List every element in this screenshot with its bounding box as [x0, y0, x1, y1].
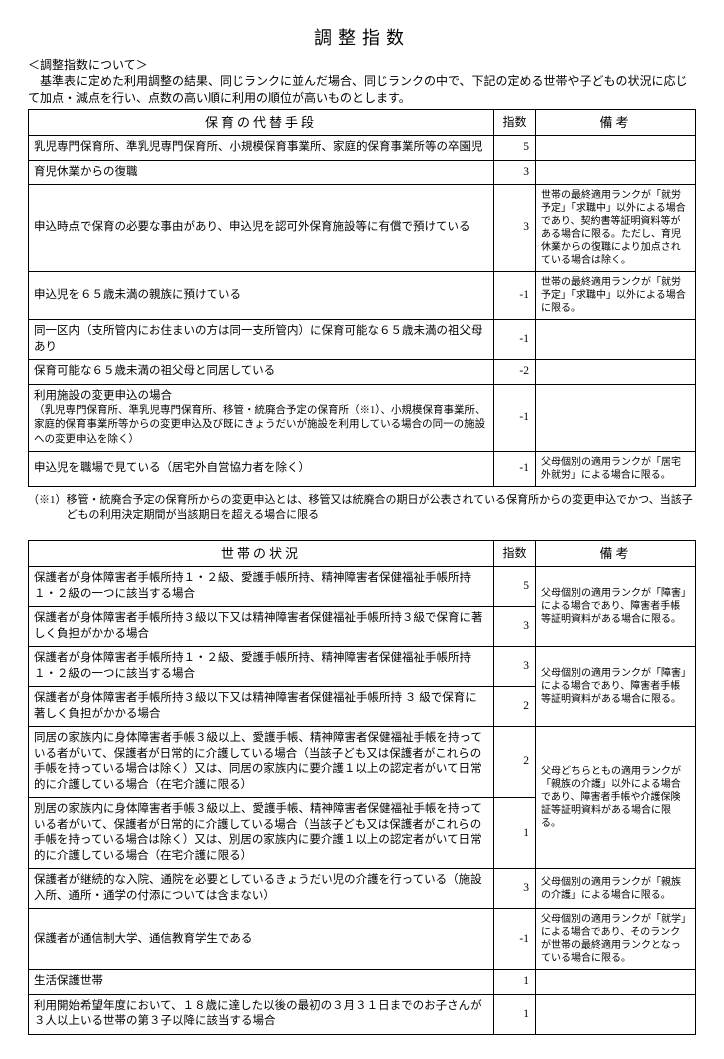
table-row: 申込児を職場で見ている（居宅外自営協力者を除く）-1父母個別の適用ランクが「居宅…: [29, 451, 696, 486]
table-row: 乳児専門保育所、準乳児専門保育所、小規模保育事業所、家庭的保育事業所等の卒園児5: [29, 136, 696, 161]
row-desc: 生活保護世帯: [29, 970, 494, 995]
row-desc: 申込時点で保育の必要な事由があり、申込児を認可外保育施設等に有償で預けている: [29, 185, 494, 272]
row-desc: 保護者が継続的な入院、通院を必要としているきょうだい児の介護を行っている（施設入…: [29, 869, 494, 909]
table-row: 利用施設の変更申込の場合（乳児専門保育所、準乳児専門保育所、移管・統廃合予定の保…: [29, 384, 696, 451]
row-note: [536, 160, 696, 185]
row-index: -1: [494, 320, 536, 360]
t1-head-num: 指数: [494, 109, 536, 136]
row-desc: 保護者が身体障害者手帳所持１・２級、愛護手帳所持、精神障害者保健福祉手帳所持１・…: [29, 567, 494, 607]
row-note: 父母個別の適用ランクが「障害」による場合であり、障害者手帳等証明資料がある場合に…: [536, 567, 696, 647]
row-index: -1: [494, 451, 536, 486]
row-index: -1: [494, 272, 536, 320]
row-desc: 申込児を６５歳未満の親族に預けている: [29, 272, 494, 320]
row-note: [536, 136, 696, 161]
row-note: 父母個別の適用ランクが「就学」による場合であり、そのランクが世帯の最終適用ランク…: [536, 909, 696, 970]
t2-head-note: 備考: [536, 540, 696, 567]
table-row: 利用開始希望年度において、１８歳に達した以後の最初の３月３１日までのお子さんが３…: [29, 994, 696, 1034]
row-index: 1: [494, 994, 536, 1034]
table-row: 保育可能な６５歳未満の祖父母と同居している-2: [29, 360, 696, 385]
row-note: [536, 994, 696, 1034]
row-desc: 同一区内（支所管内にお住まいの方は同一支所管内）に保育可能な６５歳未満の祖父母あ…: [29, 320, 494, 360]
t1-head-note: 備考: [536, 109, 696, 136]
row-note: [536, 360, 696, 385]
row-desc: 乳児専門保育所、準乳児専門保育所、小規模保育事業所、家庭的保育事業所等の卒園児: [29, 136, 494, 161]
row-desc: 利用開始希望年度において、１８歳に達した以後の最初の３月３１日までのお子さんが３…: [29, 994, 494, 1034]
row-index: -1: [494, 909, 536, 970]
row-note: 父母個別の適用ランクが「障害」による場合であり、障害者手帳等証明資料がある場合に…: [536, 647, 696, 727]
row-note: 父母個別の適用ランクが「居宅外就労」による場合に限る。: [536, 451, 696, 486]
row-index: 2: [494, 687, 536, 727]
footnote-1: （※1）移管・統廃合予定の保育所からの変更申込とは、移管又は統廃合の期日が公表さ…: [28, 493, 696, 524]
table-household: 世帯の状況 指数 備考 保護者が身体障害者手帳所持１・２級、愛護手帳所持、精神障…: [28, 540, 696, 1035]
row-index: 1: [494, 970, 536, 995]
table-row: 同居の家族内に身体障害者手帳３級以上、愛護手帳、精神障害者保健福祉手帳を持ってい…: [29, 727, 696, 798]
intro-body: 基準表に定めた利用調整の結果、同じランクに並んだ場合、同じランクの中で、下記の定…: [28, 73, 696, 107]
row-note: 父母どちらともの適用ランクが「親族の介護」以外による場合であり、障害者手帳や介護…: [536, 727, 696, 869]
row-note: [536, 320, 696, 360]
row-desc: 保護者が身体障害者手帳所持１・２級、愛護手帳所持、精神障害者保健福祉手帳所持１・…: [29, 647, 494, 687]
t2-head-num: 指数: [494, 540, 536, 567]
row-note: 父母個別の適用ランクが「親族の介護」による場合に限る。: [536, 869, 696, 909]
row-index: 3: [494, 647, 536, 687]
row-index: 5: [494, 136, 536, 161]
table-alternative-care: 保育の代替手段 指数 備考 乳児専門保育所、準乳児専門保育所、小規模保育事業所、…: [28, 109, 696, 487]
table-row: 保護者が継続的な入院、通院を必要としているきょうだい児の介護を行っている（施設入…: [29, 869, 696, 909]
row-index: 5: [494, 567, 536, 607]
row-desc: 保護者が通信制大学、通信教育学生である: [29, 909, 494, 970]
t1-head-desc: 保育の代替手段: [29, 109, 494, 136]
row-desc: 別居の家族内に身体障害者手帳３級以上、愛護手帳、精神障害者保健福祉手帳を持ってい…: [29, 798, 494, 869]
table-row: 保護者が身体障害者手帳所持１・２級、愛護手帳所持、精神障害者保健福祉手帳所持１・…: [29, 647, 696, 687]
table-row: 申込時点で保育の必要な事由があり、申込児を認可外保育施設等に有償で預けている3世…: [29, 185, 696, 272]
table-row: 保護者が通信制大学、通信教育学生である-1父母個別の適用ランクが「就学」による場…: [29, 909, 696, 970]
row-index: 3: [494, 160, 536, 185]
row-desc: 保護者が身体障害者手帳所持３級以下又は精神障害者保健福祉手帳所持３級で保育に著し…: [29, 607, 494, 647]
row-desc: 保護者が身体障害者手帳所持３級以下又は精神障害者保健福祉手帳所持 ３ 級で保育に…: [29, 687, 494, 727]
intro-heading: ＜調整指数について＞: [28, 56, 696, 73]
row-desc: 育児休業からの復職: [29, 160, 494, 185]
page-title: 調整指数: [28, 24, 696, 50]
row-desc: 保育可能な６５歳未満の祖父母と同居している: [29, 360, 494, 385]
row-index: 3: [494, 185, 536, 272]
row-desc: 利用施設の変更申込の場合（乳児専門保育所、準乳児専門保育所、移管・統廃合予定の保…: [29, 384, 494, 451]
table-row: 保護者が身体障害者手帳所持１・２級、愛護手帳所持、精神障害者保健福祉手帳所持１・…: [29, 567, 696, 607]
row-index: 3: [494, 869, 536, 909]
table-row: 育児休業からの復職3: [29, 160, 696, 185]
table-row: 同一区内（支所管内にお住まいの方は同一支所管内）に保育可能な６５歳未満の祖父母あ…: [29, 320, 696, 360]
t2-head-desc: 世帯の状況: [29, 540, 494, 567]
row-note: [536, 384, 696, 451]
table-row: 申込児を６５歳未満の親族に預けている-1世帯の最終適用ランクが「就労予定」「求職…: [29, 272, 696, 320]
row-index: 1: [494, 798, 536, 869]
row-index: 2: [494, 727, 536, 798]
row-note: 世帯の最終適用ランクが「就労予定」「求職中」以外による場合に限る。: [536, 272, 696, 320]
table-row: 生活保護世帯1: [29, 970, 696, 995]
row-index: -2: [494, 360, 536, 385]
row-index: 3: [494, 607, 536, 647]
row-note: 世帯の最終適用ランクが「就労予定」「求職中」以外による場合であり、契約書等証明資…: [536, 185, 696, 272]
row-note: [536, 970, 696, 995]
row-desc: 同居の家族内に身体障害者手帳３級以上、愛護手帳、精神障害者保健福祉手帳を持ってい…: [29, 727, 494, 798]
row-desc: 申込児を職場で見ている（居宅外自営協力者を除く）: [29, 451, 494, 486]
row-index: -1: [494, 384, 536, 451]
